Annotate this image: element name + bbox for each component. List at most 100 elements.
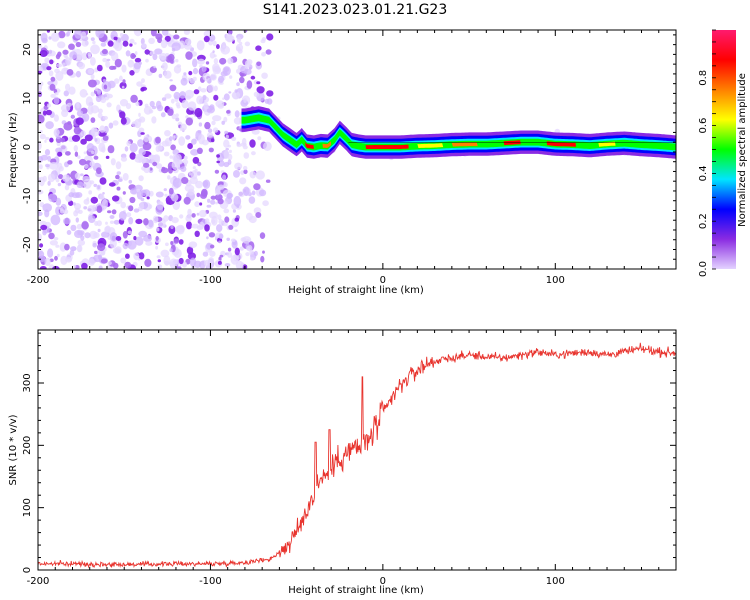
noise-blob: [206, 108, 212, 113]
noise-blob: [255, 212, 262, 218]
noise-blob: [92, 163, 95, 166]
noise-blob: [120, 201, 126, 209]
noise-blob: [239, 76, 245, 84]
noise-blob: [216, 154, 221, 158]
noise-blob: [144, 49, 150, 55]
noise-blob: [161, 97, 167, 101]
noise-blob: [189, 78, 195, 84]
noise-blob: [169, 79, 173, 82]
noise-blob: [242, 236, 252, 244]
noise-blob: [53, 96, 60, 105]
noise-blob: [101, 198, 108, 210]
noise-blob: [77, 244, 82, 253]
noise-blob: [189, 257, 197, 267]
noise-blob: [186, 221, 192, 230]
noise-blob: [221, 120, 225, 125]
noise-blob: [60, 137, 65, 143]
noise-blob: [47, 180, 51, 186]
noise-blob: [107, 80, 116, 89]
noise-blob: [239, 41, 243, 45]
noise-blob: [140, 156, 147, 164]
noise-blob: [242, 186, 250, 196]
noise-blob: [142, 142, 152, 151]
noise-blob: [210, 195, 216, 200]
noise-blob: [183, 155, 188, 160]
noise-blob: [114, 78, 120, 84]
noise-blob: [261, 72, 268, 79]
noise-blob: [170, 193, 179, 202]
noise-blob: [91, 204, 97, 212]
noise-blob: [234, 229, 238, 232]
noise-blob: [241, 137, 247, 146]
noise-blob: [57, 182, 62, 187]
noise-blob: [249, 66, 252, 70]
noise-blob: [138, 127, 145, 133]
noise-blob: [161, 140, 169, 147]
noise-blob: [175, 102, 180, 107]
noise-blob: [134, 51, 138, 56]
noise-blob: [153, 154, 160, 162]
noise-blob: [211, 120, 216, 126]
noise-blob: [68, 200, 74, 206]
noise-blob: [187, 101, 197, 111]
noise-blob: [261, 52, 267, 57]
colorbar-tick-label: 0.0: [698, 261, 709, 277]
noise-blob: [108, 182, 116, 187]
noise-blob: [155, 191, 164, 198]
noise-blob: [73, 126, 82, 135]
noise-blob: [73, 264, 77, 268]
noise-blob: [129, 70, 135, 76]
noise-blob: [106, 93, 113, 99]
noise-blob: [87, 52, 92, 57]
noise-blob: [102, 79, 107, 82]
noise-blob: [81, 52, 88, 61]
snr-x-label: Height of straight line (km): [288, 585, 424, 596]
noise-blob: [57, 162, 63, 170]
noise-blob: [120, 117, 127, 125]
noise-blob: [203, 179, 211, 189]
noise-blob: [178, 257, 184, 265]
noise-blob: [192, 58, 198, 68]
spectrogram-x-ticks: -200 -100 0 100: [27, 30, 677, 286]
noise-blob: [255, 45, 262, 51]
noise-blob: [204, 224, 210, 232]
noise-blob: [157, 259, 161, 263]
noise-blob: [75, 217, 80, 223]
noise-blob: [188, 171, 192, 176]
noise-blob: [80, 138, 87, 145]
spectrogram-y-tick-label: 10: [22, 92, 33, 105]
noise-blob: [71, 134, 81, 142]
noise-blob: [93, 183, 98, 188]
noise-blob: [122, 242, 129, 250]
noise-blob: [213, 94, 219, 101]
noise-blob: [198, 122, 203, 127]
noise-blob: [212, 127, 219, 133]
noise-blob: [155, 136, 161, 144]
noise-blob: [160, 249, 170, 258]
noise-blob: [90, 117, 96, 123]
noise-blob: [100, 42, 107, 47]
noise-blob: [94, 250, 98, 255]
snr-y-label: SNR (10 * v/v): [8, 414, 19, 485]
noise-blob: [53, 237, 59, 241]
noise-blob: [111, 51, 119, 62]
noise-blob: [90, 105, 100, 114]
noise-blob: [42, 110, 47, 116]
noise-blob: [170, 98, 175, 104]
noise-blob: [137, 139, 144, 148]
noise-blob: [217, 214, 222, 220]
spectrogram-y-tick-label: 20: [22, 43, 33, 56]
noise-blob: [124, 261, 132, 269]
noise-blob: [200, 190, 208, 197]
noise-blob: [170, 241, 174, 245]
noise-blob: [261, 37, 267, 42]
noise-blob: [244, 63, 250, 70]
noise-blob: [218, 75, 225, 83]
noise-blob: [253, 250, 258, 256]
noise-blob: [197, 161, 202, 167]
noise-blob: [205, 61, 210, 65]
noise-blob: [244, 41, 251, 47]
noise-blob: [235, 46, 241, 52]
noise-blob: [183, 30, 190, 35]
noise-blob: [74, 30, 82, 39]
